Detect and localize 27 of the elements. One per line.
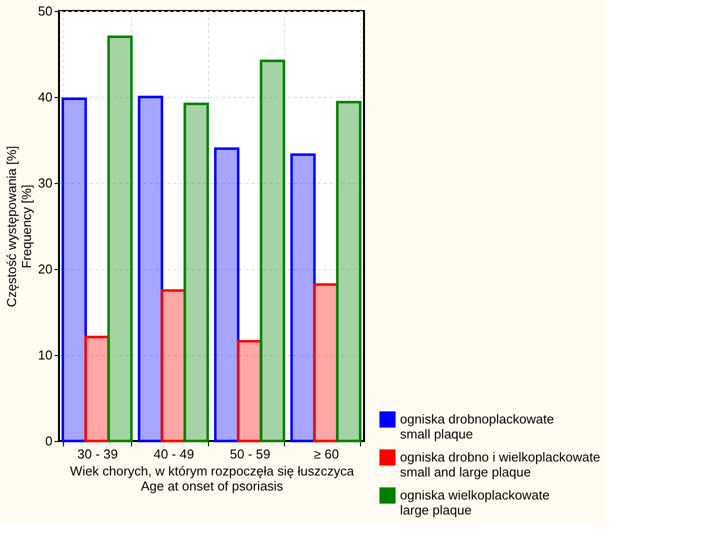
bar (214, 147, 240, 442)
x-axis-title: Wiek chorych, w którym rozpoczęła się łuszczyca Age at onset of psoriasis (70, 464, 355, 494)
bar (313, 283, 339, 442)
bar (260, 60, 286, 442)
legend-label: ogniska drobnoplackowate small plaque (400, 412, 554, 442)
y-tick-label: 50 (38, 4, 52, 18)
x-tick-label: 40 - 49 (154, 446, 194, 462)
bar (62, 97, 87, 442)
y-tick-label: 40 (38, 90, 52, 104)
x-tick-label: 30 - 39 (77, 446, 118, 462)
y-tick-label: 30 (38, 176, 52, 190)
bar (107, 36, 133, 442)
y-axis-title: Częstość występowania [%] Frequency [%] (4, 146, 34, 308)
bar (290, 153, 316, 442)
bar (336, 100, 362, 442)
y-tick-label: 20 (38, 262, 52, 276)
bar (236, 340, 262, 442)
bar (138, 96, 164, 442)
bar (184, 102, 209, 442)
bar (84, 336, 110, 442)
x-tick-label: 50 - 59 (230, 446, 270, 462)
y-tick-label: 10 (38, 348, 52, 362)
bar (160, 289, 186, 442)
y-tick-label: 0 (45, 434, 52, 448)
legend-label: ogniska wielkoplackowate large plaque (400, 488, 550, 518)
x-tick-label: ≥ 60 (314, 446, 339, 462)
legend-label: ogniska drobno i wielkoplackowate small and large plaque (400, 450, 600, 480)
